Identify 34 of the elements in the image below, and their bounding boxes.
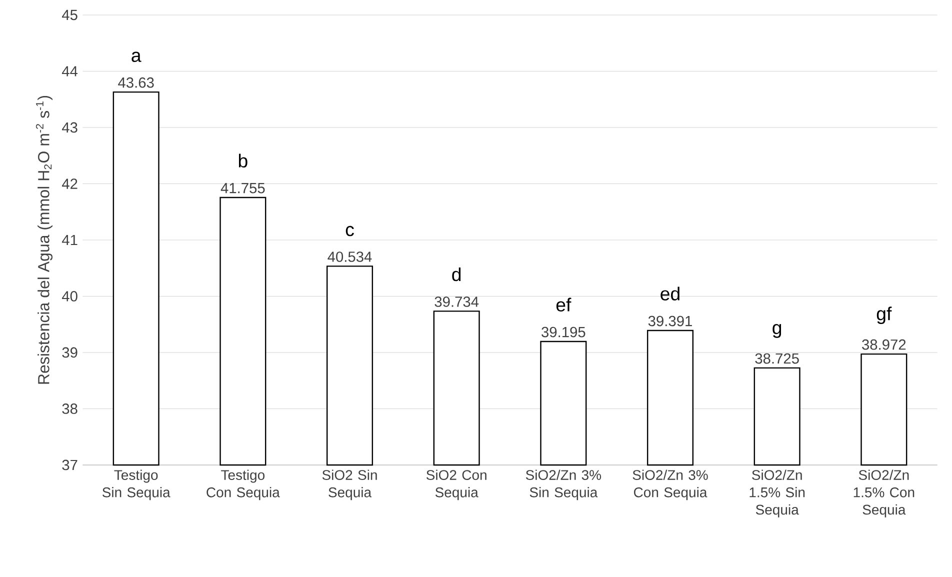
y-tick-label: 42 (62, 178, 78, 189)
y-tick-label: 45 (62, 10, 78, 20)
annotation: ed (660, 286, 680, 300)
x-tick-label: Testigo Sin Sequia (102, 470, 170, 500)
x-tick-label: SiO2/Zn 1.5% Con Sequia (854, 470, 914, 518)
x-tick-label: SiO2/Zn 1.5% Sin Sequia (750, 470, 805, 518)
annotation: b (238, 154, 248, 168)
data-label: 41.755 (220, 183, 265, 194)
annotation: c (346, 226, 354, 236)
data-label: 39.734 (434, 296, 479, 307)
annotation: a (132, 52, 142, 62)
annotation: ef (556, 298, 572, 312)
x-tick-label: SiO2/Zn 3% Con Sequia (632, 470, 708, 500)
x-tick-label: SiO2 Con Sequia (426, 470, 486, 500)
y-axis-title: Resistencia del Agua (mmol H$_{2}$O m$^{-2}$ s$^{-1}$) (36, 96, 52, 384)
data-label: 39.391 (648, 316, 692, 326)
x-tick-label: SiO2 Sin Sequia (322, 470, 377, 500)
y-tick-label: 39 (62, 347, 78, 358)
x-tick-label: SiO2/Zn 3% Sin Sequia (526, 470, 602, 500)
data-label: 38.725 (755, 353, 799, 364)
data-label: 38.972 (862, 339, 906, 350)
data-label: 39.195 (542, 326, 586, 338)
y-tick-label: 37 (62, 460, 78, 470)
x-tick-label: Testigo Con Sequia (206, 470, 280, 500)
data-label: 40.534 (328, 252, 372, 262)
y-tick-label: 40 (62, 291, 78, 302)
data-label: 43.63 (118, 77, 154, 88)
annotation: d (452, 267, 461, 282)
y-tick-label: 38 (62, 404, 78, 414)
y-tick-label: 41 (62, 234, 78, 246)
y-tick-label: 43 (62, 122, 78, 133)
annotation: g (772, 324, 782, 338)
annotation: gf (876, 306, 892, 324)
y-tick-label: 44 (62, 66, 78, 76)
